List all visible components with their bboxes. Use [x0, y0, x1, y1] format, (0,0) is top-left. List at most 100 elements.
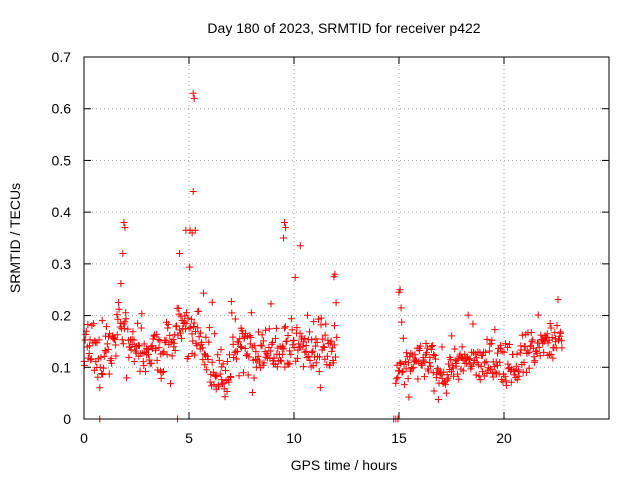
y-tick-label: 0.5: [52, 152, 72, 168]
data-point: [433, 364, 441, 372]
data-point: [468, 362, 476, 370]
data-point: [486, 340, 494, 348]
data-point: [543, 330, 551, 338]
data-point: [306, 357, 314, 365]
data-point: [287, 315, 295, 323]
data-point: [124, 325, 132, 333]
data-point: [284, 332, 292, 340]
data-point: [489, 373, 497, 381]
data-point: [191, 351, 199, 359]
grid-lines: [84, 57, 609, 419]
data-point: [117, 319, 125, 327]
data-point: [316, 384, 324, 392]
data-point: [171, 347, 179, 355]
data-point: [431, 352, 439, 360]
data-point: [421, 358, 429, 366]
data-point: [430, 387, 438, 395]
data-point: [405, 393, 413, 401]
data-point: [120, 218, 128, 226]
data-point: [531, 357, 539, 365]
data-point: [317, 321, 325, 329]
data-point: [516, 349, 524, 357]
data-point: [169, 336, 177, 344]
data-point: [247, 309, 255, 317]
data-point: [513, 350, 521, 358]
data-point: [442, 389, 450, 397]
data-point: [428, 343, 436, 351]
data-point: [162, 336, 170, 344]
data-point: [99, 370, 107, 378]
data-point: [469, 349, 477, 357]
data-point: [185, 324, 193, 332]
data-point: [537, 331, 545, 339]
data-point: [245, 353, 253, 361]
data-point: [241, 333, 249, 341]
data-point: [499, 378, 507, 386]
data-point: [217, 346, 225, 354]
data-point: [330, 341, 338, 349]
data-point: [249, 389, 257, 397]
data-point: [540, 348, 548, 356]
data-point: [554, 296, 562, 304]
y-tick-label: 0.1: [52, 359, 72, 375]
y-axis-label: SRMTID / TECUs: [7, 183, 23, 293]
data-point: [433, 370, 441, 378]
data-point: [300, 338, 308, 346]
data-point: [407, 349, 415, 357]
data-point: [393, 375, 401, 383]
data-point: [87, 356, 95, 364]
data-point: [157, 374, 165, 382]
data-point: [267, 300, 275, 308]
data-point: [164, 320, 172, 328]
data-point: [177, 329, 185, 337]
data-point: [547, 350, 555, 358]
data-point: [112, 352, 120, 360]
data-point: [254, 352, 262, 360]
data-point: [466, 355, 474, 363]
data-point: [503, 381, 511, 389]
data-point: [441, 381, 449, 389]
data-point: [159, 349, 167, 357]
data-point: [477, 362, 485, 370]
x-tick-label: 0: [80, 430, 88, 446]
data-point: [96, 363, 104, 371]
data-point: [100, 364, 108, 372]
data-point: [558, 344, 566, 352]
data-point: [160, 367, 168, 375]
data-point: [288, 326, 296, 334]
data-point: [540, 337, 548, 345]
data-point: [277, 357, 285, 365]
data-point: [280, 234, 287, 242]
data-point: [514, 368, 522, 376]
data-point: [121, 224, 129, 232]
data-point: [254, 328, 262, 336]
data-point: [139, 358, 147, 366]
data-point: [436, 369, 444, 377]
data-point: [304, 311, 312, 319]
data-point: [260, 359, 268, 367]
data-point: [301, 335, 309, 343]
data-point: [166, 331, 174, 339]
data-point: [182, 319, 190, 327]
data-point: [153, 330, 161, 338]
data-point: [200, 289, 208, 297]
data-point: [291, 274, 299, 282]
data-point: [140, 340, 148, 348]
data-point: [308, 349, 316, 357]
data-point: [319, 343, 327, 351]
data-point: [114, 315, 122, 323]
data-point: [186, 263, 194, 271]
data-point: [302, 341, 310, 349]
data-point: [96, 384, 104, 392]
data-point: [168, 352, 176, 360]
data-point: [280, 324, 288, 332]
data-point: [252, 348, 260, 356]
data-point: [312, 335, 320, 343]
data-point: [472, 371, 480, 379]
data-point: [160, 348, 168, 356]
data-point: [246, 332, 254, 340]
data-point: [225, 378, 233, 386]
data-point: [481, 359, 489, 367]
data-point: [423, 344, 431, 352]
data-point: [459, 367, 467, 375]
